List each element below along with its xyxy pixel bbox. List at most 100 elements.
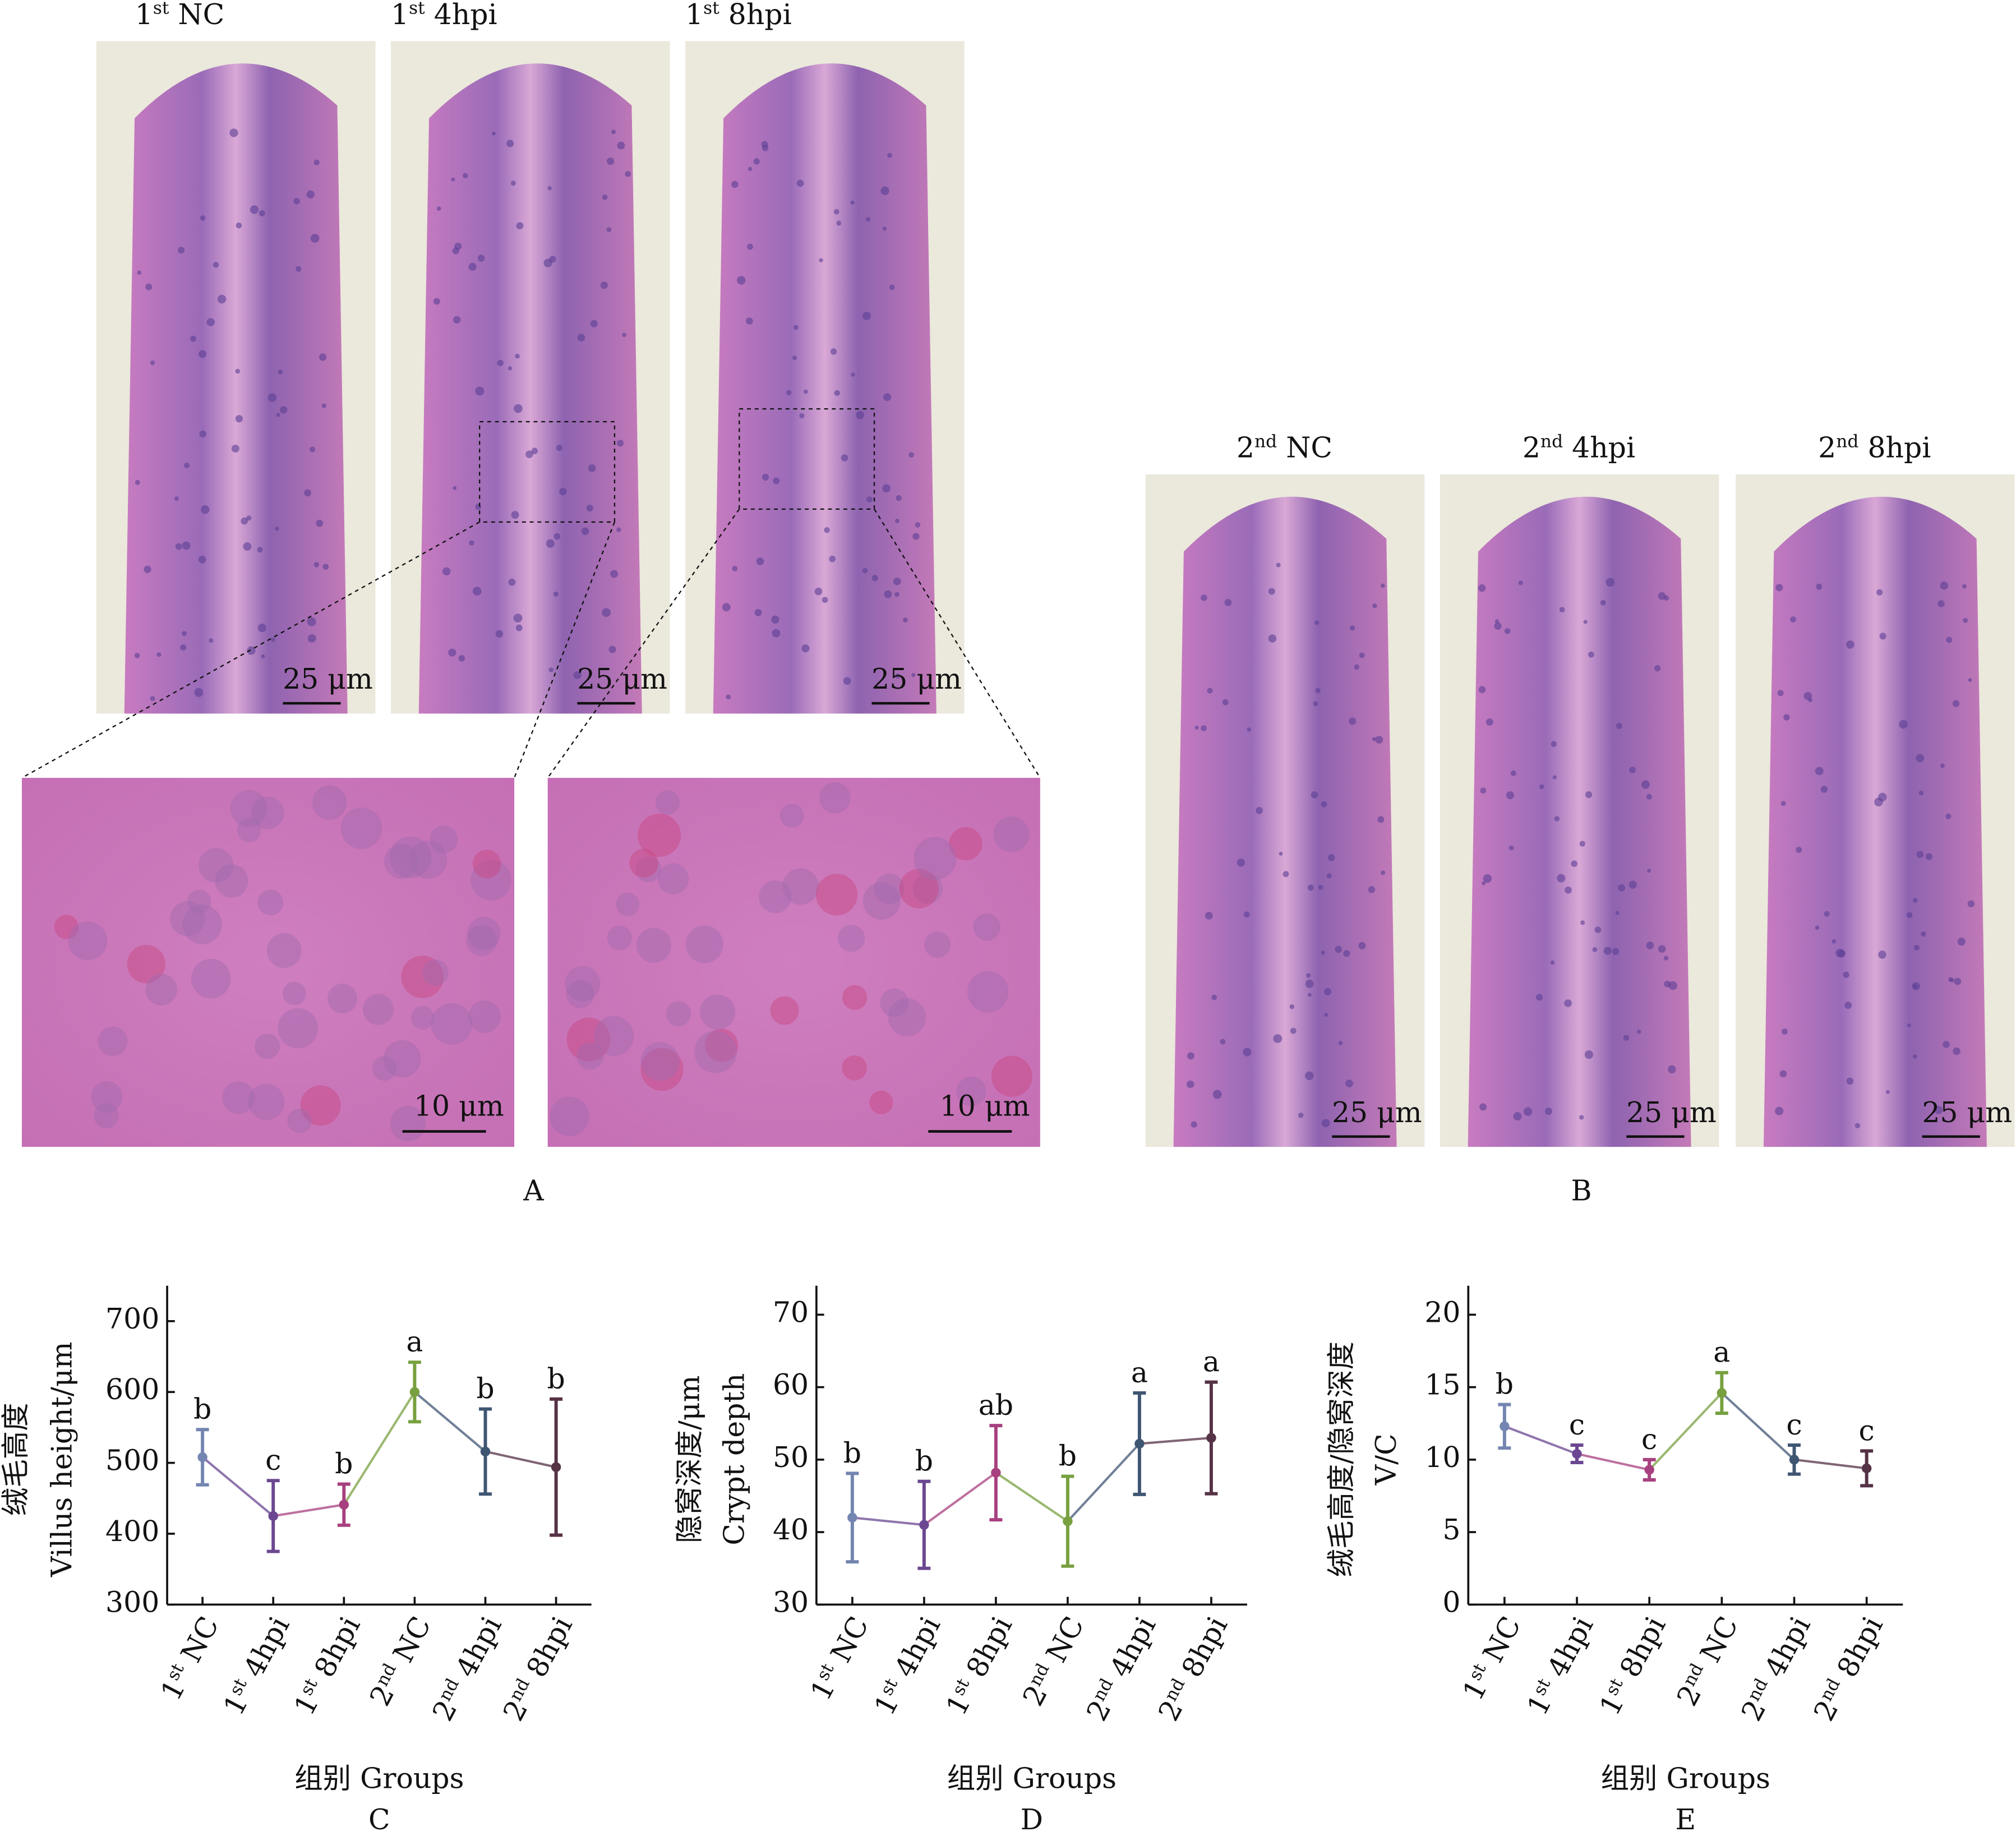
scale-label: 10 μm xyxy=(414,1089,504,1122)
cell xyxy=(636,928,672,963)
nucleus xyxy=(201,505,210,514)
nucleus xyxy=(1844,1002,1852,1009)
x-tick-label: 2nd NC xyxy=(1016,1611,1090,1712)
nucleus xyxy=(309,446,316,453)
cell xyxy=(287,1108,312,1133)
significance-letter: a xyxy=(1713,1336,1730,1369)
nucleus xyxy=(1913,898,1918,903)
cell xyxy=(862,882,901,920)
y-axis-label: 绒毛高度/隐窝深度 xyxy=(1325,1341,1358,1577)
nucleus xyxy=(1612,948,1620,955)
nucleus xyxy=(841,454,848,462)
nucleus xyxy=(477,255,485,262)
nucleus xyxy=(206,318,215,326)
cell xyxy=(779,804,804,828)
nucleus xyxy=(174,496,179,501)
nucleus xyxy=(602,194,608,200)
nucleus xyxy=(1518,580,1523,585)
nucleus xyxy=(451,177,455,182)
nucleus xyxy=(616,527,621,532)
nucleus xyxy=(1504,628,1511,634)
nucleus xyxy=(819,258,823,262)
nucleus xyxy=(1629,880,1637,889)
connector xyxy=(1139,1437,1212,1445)
nucleus xyxy=(761,141,768,148)
nucleus xyxy=(1580,920,1585,925)
nucleus xyxy=(1559,607,1565,613)
nucleus xyxy=(241,517,248,525)
nucleus xyxy=(880,186,889,195)
y-tick-label: 20 xyxy=(1424,1295,1460,1328)
nucleus xyxy=(508,578,516,586)
x-tick-label: 1st NC xyxy=(1456,1611,1527,1705)
nucleus xyxy=(1380,583,1385,588)
cell xyxy=(384,843,419,879)
nucleus xyxy=(175,543,182,550)
nucleus xyxy=(1482,881,1486,885)
zoom-line xyxy=(874,509,1041,778)
nucleus xyxy=(180,644,187,651)
cell xyxy=(657,863,689,894)
nucleus xyxy=(1775,584,1783,592)
nucleus xyxy=(1186,1080,1194,1088)
nucleus xyxy=(1579,1115,1584,1120)
y-axis-label: Crypt depth xyxy=(718,1373,751,1546)
scale-label: 10 μm xyxy=(940,1089,1030,1122)
image-label: 1st 8hpi xyxy=(685,0,792,31)
nucleus xyxy=(448,648,456,657)
nucleus xyxy=(1796,847,1802,854)
y-axis-label: V/C xyxy=(1369,1433,1403,1486)
point xyxy=(1717,1388,1727,1398)
image-label: 2nd 4hpi xyxy=(1523,431,1635,464)
nucleus xyxy=(1899,719,1908,729)
cell xyxy=(607,925,632,951)
panel-label: E xyxy=(1675,1803,1696,1836)
nucleus xyxy=(1557,874,1566,883)
point xyxy=(480,1446,491,1457)
nucleus xyxy=(1350,625,1355,631)
nucleus xyxy=(1321,1119,1330,1128)
nucleus xyxy=(1937,600,1945,607)
nucleus xyxy=(1220,1039,1226,1045)
nucleus xyxy=(134,653,140,658)
cell xyxy=(191,958,231,999)
cell xyxy=(199,847,234,883)
nucleus xyxy=(261,654,265,658)
nucleus xyxy=(1480,787,1487,794)
x-tick-label: 1st NC xyxy=(154,1611,225,1705)
nucleus xyxy=(1335,945,1343,953)
nucleus xyxy=(156,652,162,657)
nucleus xyxy=(1377,816,1385,823)
nucleus xyxy=(1201,725,1207,731)
x-tick-label: 2nd NC xyxy=(363,1611,437,1712)
nucleus xyxy=(1276,562,1281,568)
nucleus xyxy=(1545,1108,1552,1115)
significance-letter: c xyxy=(1786,1408,1802,1441)
nucleus xyxy=(882,226,887,231)
nucleus xyxy=(231,444,239,453)
x-tick-label: 2nd 4hpi xyxy=(426,1611,508,1726)
nucleus xyxy=(1824,911,1830,917)
significance-letter: b xyxy=(915,1445,933,1478)
x-tick-label: 2nd NC xyxy=(1670,1611,1744,1712)
cell xyxy=(770,996,799,1025)
nucleus xyxy=(1600,599,1606,606)
nucleus xyxy=(1668,981,1677,990)
nucleus xyxy=(1603,947,1612,955)
scale-label: 25 μm xyxy=(283,662,373,695)
nucleus xyxy=(1550,960,1555,965)
villus-tissue xyxy=(1173,496,1397,1147)
nucleus xyxy=(1963,617,1968,623)
zoom-image xyxy=(21,778,515,1147)
connector xyxy=(273,1503,344,1517)
nucleus xyxy=(1832,939,1837,944)
nucleus xyxy=(1664,595,1669,601)
y-tick-label: 0 xyxy=(1442,1585,1460,1618)
cell xyxy=(230,790,267,827)
panel-label: B xyxy=(1571,1174,1592,1207)
cell xyxy=(655,790,680,815)
nucleus xyxy=(772,629,781,638)
nucleus xyxy=(553,533,561,540)
nucleus xyxy=(908,452,914,458)
cell xyxy=(815,874,858,916)
